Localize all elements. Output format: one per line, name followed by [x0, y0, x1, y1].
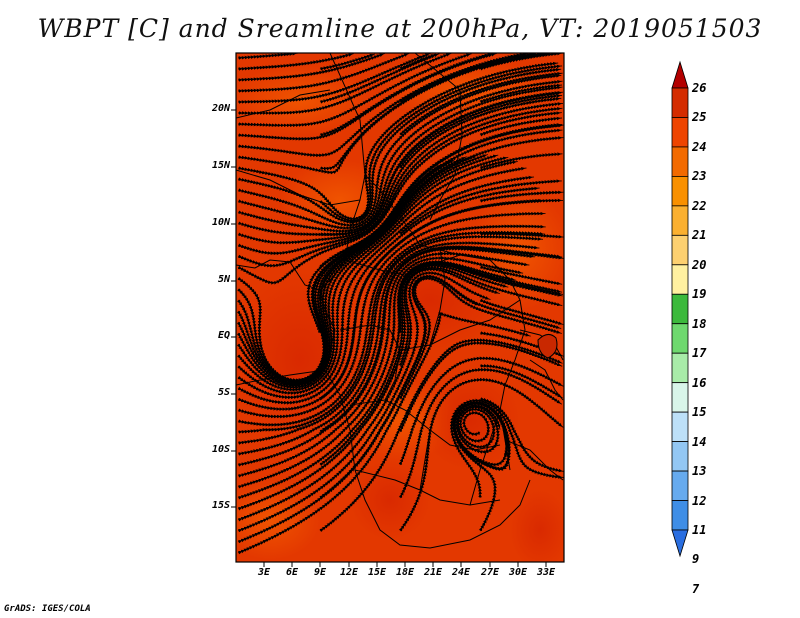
colorbar-label: 16: [692, 375, 707, 390]
colorbar-segment: [671, 382, 689, 413]
colorbar-label: 25: [692, 110, 707, 125]
colorbar-segment: [671, 500, 689, 531]
colorbar-label: 14: [692, 434, 707, 449]
lat-label: 10N: [211, 217, 230, 228]
colorbar-top-arrow: [671, 60, 689, 89]
colorbar-segment: [671, 205, 689, 236]
colorbar-label: 13: [692, 464, 707, 479]
lon-label: 21E: [423, 567, 443, 578]
lon-label: 30E: [508, 567, 528, 578]
lat-label: 15S: [211, 500, 230, 511]
lon-label: 6E: [285, 567, 299, 578]
colorbar-label: 18: [692, 316, 707, 331]
colorbar-segment: [671, 470, 689, 501]
lat-label: 5S: [217, 387, 230, 398]
lon-label: 27E: [480, 567, 500, 578]
colorbar-label: 7: [692, 581, 700, 596]
colorbar-label: 12: [692, 493, 707, 508]
lat-label: 20N: [211, 103, 230, 114]
lon-label: 12E: [339, 567, 359, 578]
colorbar-segment: [671, 234, 689, 266]
colorbar-label: 22: [692, 198, 707, 213]
colorbar-label: 15: [692, 405, 707, 420]
colorbar-segment: [671, 175, 689, 207]
lat-label: 5N: [217, 274, 230, 285]
lat-label: 15N: [211, 160, 230, 171]
lon-label: 3E: [257, 567, 271, 578]
grads-credit: GrADS: IGES/COLA: [4, 604, 91, 614]
colorbar-bottom-arrow: [671, 529, 689, 558]
colorbar-label: 26: [692, 81, 707, 95]
lon-label: 24E: [451, 567, 471, 578]
colorbar-label: 9: [692, 552, 700, 567]
colorbar-label: 17: [692, 346, 707, 361]
colorbar-segment: [671, 117, 689, 148]
colorbar-segment: [671, 323, 689, 354]
lon-label: 9E: [313, 567, 327, 578]
lat-label: EQ: [217, 330, 230, 341]
colorbar-label: 20: [692, 257, 707, 272]
colorbar-label: 11: [692, 523, 707, 537]
streamline: [237, 312, 531, 555]
colorbar-segment: [671, 441, 689, 472]
lon-label: 33E: [536, 567, 556, 578]
colorbar-label: 21: [692, 228, 707, 243]
colorbar-label: 19: [692, 287, 707, 302]
colorbar-label: 23: [692, 169, 707, 184]
colorbar: [671, 60, 689, 558]
lat-label: 10S: [211, 444, 230, 455]
country-borders: [236, 53, 564, 549]
lon-label: 18E: [395, 567, 415, 578]
colorbar-segment: [671, 411, 689, 442]
streamlines: [236, 53, 564, 555]
lon-label: 15E: [367, 567, 387, 578]
colorbar-segment: [671, 352, 689, 384]
colorbar-segment: [671, 293, 689, 325]
colorbar-segment: [671, 146, 689, 177]
colorbar-segment: [671, 264, 689, 295]
chart-title: WBPT [C] and Sreamline at 200hPa, VT: 20…: [37, 14, 763, 43]
colorbar-segment: [671, 87, 689, 118]
plot-frame: [231, 52, 565, 567]
colorbar-label: 24: [692, 139, 707, 154]
